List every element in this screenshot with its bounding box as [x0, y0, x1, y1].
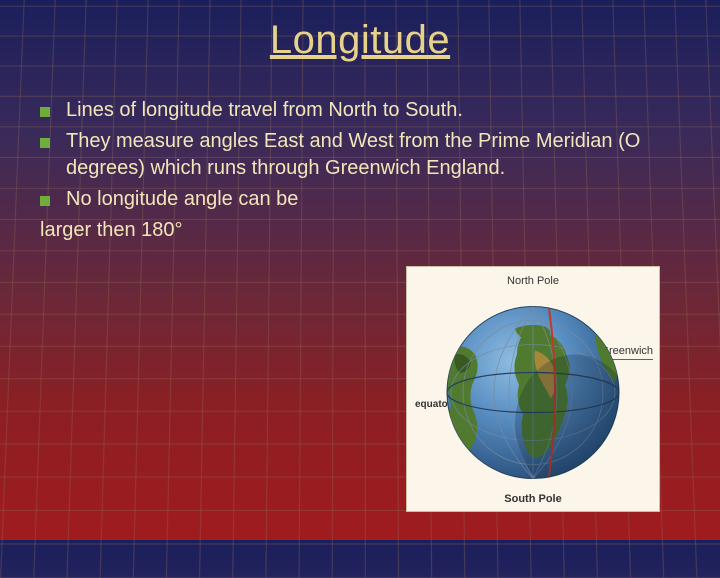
- north-pole-label: North Pole: [507, 275, 559, 287]
- slide-container: Longitude Lines of longitude travel from…: [0, 0, 720, 540]
- bullet-square-icon: [40, 107, 50, 117]
- south-pole-label: South Pole: [504, 493, 561, 505]
- globe-wrap: North Pole Greenwich equator South Pole: [407, 267, 659, 511]
- bullet-continuation: larger then 180°: [40, 217, 680, 244]
- globe-icon: [445, 305, 621, 481]
- bullet-item: Lines of longitude travel from North to …: [40, 97, 680, 124]
- bullet-text: No longitude angle can be: [66, 186, 680, 213]
- slide-body: Lines of longitude travel from North to …: [40, 97, 680, 244]
- bullet-item: No longitude angle can be: [40, 186, 680, 213]
- globe-figure: North Pole Greenwich equator South Pole: [406, 266, 660, 512]
- bullet-text: Lines of longitude travel from North to …: [66, 97, 680, 124]
- bullet-text: They measure angles East and West from t…: [66, 128, 680, 182]
- bullet-square-icon: [40, 138, 50, 148]
- slide-title: Longitude: [40, 18, 680, 63]
- bullet-item: They measure angles East and West from t…: [40, 128, 680, 182]
- bullet-square-icon: [40, 196, 50, 206]
